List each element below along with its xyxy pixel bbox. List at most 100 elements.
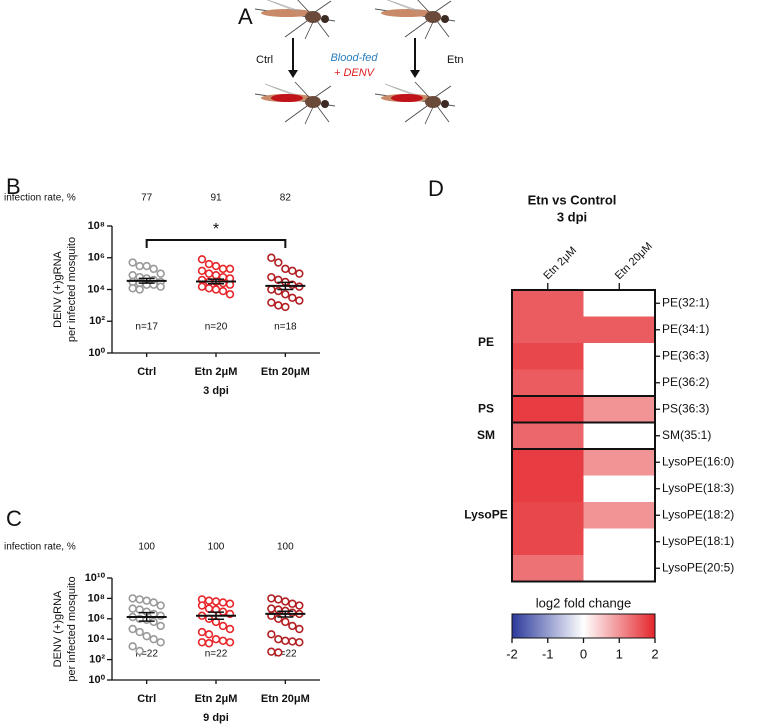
x-tick-label: Etn 2μM	[195, 366, 238, 378]
mosquito-fed	[254, 81, 336, 125]
data-point	[156, 282, 165, 291]
row-label: PE(32:1)	[662, 295, 709, 309]
data-point	[128, 624, 137, 634]
data-point	[288, 608, 297, 617]
data-point	[267, 604, 276, 613]
data-point	[142, 596, 151, 605]
data-point	[295, 296, 304, 305]
infection-rate: 82	[280, 193, 292, 204]
data-point	[197, 601, 207, 610]
group-label: PE	[478, 335, 494, 349]
y-tick-label: 10²	[89, 315, 105, 327]
rate-label: infection rate, %	[4, 193, 76, 204]
chart-title: Etn vs Control	[528, 192, 617, 207]
data-point	[149, 617, 158, 627]
row-label: LysoPE(20:5)	[662, 560, 734, 574]
x-tick-label: Ctrl	[137, 693, 156, 705]
colorbar	[511, 613, 656, 639]
x-tick-label: Etn 20μM	[261, 693, 310, 705]
group-label: Ctrl	[256, 54, 273, 66]
data-point	[156, 601, 165, 610]
colorbar-label: log2 fold change	[536, 595, 631, 610]
panel-a: A Ctrl Etn Blood-fed + DENV	[238, 0, 464, 125]
data-point	[211, 285, 221, 294]
heatmap-cell	[583, 449, 656, 476]
infection-rate: 100	[277, 542, 294, 553]
data-point	[197, 266, 207, 276]
data-point	[288, 637, 297, 646]
data-point	[267, 594, 276, 603]
data-point	[142, 631, 151, 641]
data-point	[218, 598, 228, 607]
group-label: SM	[477, 428, 495, 442]
data-point	[267, 285, 276, 294]
column-label: Etn 20μM	[613, 240, 655, 282]
data-point	[281, 636, 290, 645]
colorbar-tick-label: 2	[651, 646, 658, 661]
y-tick-label: 10⁶	[88, 252, 105, 264]
chart-subtitle: 3 dpi	[557, 209, 587, 224]
data-point	[288, 266, 297, 276]
group-label: PS	[478, 401, 494, 415]
heatmap-cell	[583, 475, 656, 503]
significance-label: *	[213, 221, 219, 238]
heatmap-cell	[512, 290, 584, 317]
row-label: SM(35:1)	[662, 428, 711, 442]
colorbar-tick-label: 0	[580, 646, 587, 661]
data-point	[204, 259, 214, 269]
colorbar-tick-label: 1	[616, 646, 623, 661]
y-tick-label: 10⁰	[88, 347, 105, 359]
data-point	[204, 269, 214, 278]
infection-rate: 100	[208, 542, 225, 553]
data-point	[149, 280, 158, 289]
heatmap-cell	[583, 528, 656, 556]
row-label: PE(34:1)	[662, 322, 709, 336]
heatmap-cell	[583, 369, 656, 397]
data-point	[295, 601, 304, 610]
data-point	[204, 284, 214, 293]
treatment-label: Blood-fed	[330, 52, 378, 64]
data-point	[225, 264, 235, 274]
data-point	[288, 621, 297, 631]
data-point	[135, 627, 144, 637]
y-tick-label: 10⁴	[87, 633, 105, 645]
panel-label: D	[428, 176, 444, 201]
data-point	[211, 270, 221, 280]
heatmap-cell	[583, 502, 656, 529]
data-point	[218, 636, 228, 645]
arrow-head	[288, 70, 298, 78]
y-tick-label: 10⁸	[88, 592, 105, 604]
y-tick-label: 10⁸	[88, 220, 105, 232]
data-point	[288, 293, 297, 303]
data-point	[267, 647, 276, 656]
mosquito	[374, 0, 456, 40]
heatmap-cell	[583, 555, 656, 582]
y-tick-label: 10⁶	[88, 613, 105, 625]
sample-size: n=20	[205, 322, 228, 333]
data-point	[135, 261, 144, 271]
rate-label: infection rate, %	[4, 542, 76, 553]
row-label: PE(36:3)	[662, 348, 709, 362]
data-point	[288, 599, 297, 608]
data-point	[128, 270, 137, 280]
row-label: LysoPE(16:0)	[662, 454, 734, 468]
data-point	[274, 258, 283, 267]
y-axis-label: DENV (+)gRNA	[52, 250, 64, 327]
y-tick-label: 10⁴	[87, 283, 105, 295]
data-point	[225, 638, 235, 647]
panel-label: A	[238, 4, 253, 29]
data-point	[128, 642, 137, 651]
data-point	[274, 648, 283, 657]
data-point	[197, 638, 207, 647]
data-point	[211, 261, 221, 271]
y-tick-label: 10⁰	[88, 674, 105, 686]
x-tick-label: Ctrl	[137, 366, 156, 378]
column-label: Etn 2μM	[541, 245, 579, 283]
sample-size: n=18	[274, 322, 297, 333]
data-point	[156, 621, 165, 631]
data-point	[274, 595, 283, 604]
sample-size: n=17	[135, 322, 158, 333]
blood-meal	[391, 94, 423, 102]
data-point	[274, 301, 283, 310]
